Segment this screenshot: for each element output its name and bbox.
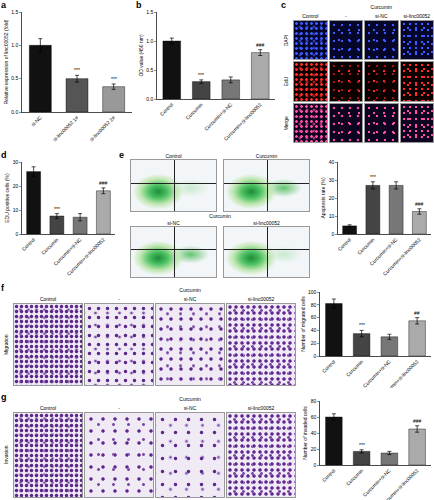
html-text:si-linc00052: si-linc00052 <box>253 219 280 226</box>
html-text:si-NC: si-NC <box>183 296 197 302</box>
svg-text:***: *** <box>111 76 117 82</box>
svg-text:si-linc00052 2#: si-linc00052 2# <box>88 114 116 142</box>
html-text:e: e <box>119 150 124 160</box>
svg-text:###: ### <box>99 180 108 186</box>
svg-text:Control: Control <box>159 101 175 117</box>
svg-text:20: 20 <box>13 183 19 189</box>
svg-text:20: 20 <box>311 446 317 452</box>
svg-text:80: 80 <box>311 302 317 308</box>
svg-text:20: 20 <box>311 340 317 346</box>
html-text:si-linc00052: si-linc00052 <box>403 13 431 19</box>
html-text:DAPI: DAPI <box>283 34 289 46</box>
svg-text:Curcumin+si-linc00052: Curcumin+si-linc00052 <box>66 236 106 276</box>
svg-text:Control: Control <box>321 467 337 483</box>
html-text:si-NC: si-NC <box>167 219 180 226</box>
svg-text:60: 60 <box>311 314 317 320</box>
html-text:Merge: Merge <box>283 115 289 130</box>
html-text:si-NC: si-NC <box>375 13 388 19</box>
html-text:f: f <box>1 283 4 293</box>
svg-text:0.5: 0.5 <box>146 67 153 73</box>
html-text:c: c <box>281 0 286 10</box>
svg-text:80: 80 <box>311 398 317 404</box>
html-text:si-NC: si-NC <box>183 405 197 411</box>
html-text:Invasion: Invasion <box>3 445 9 465</box>
svg-text:0.5: 0.5 <box>11 75 18 81</box>
svg-text:40: 40 <box>329 159 335 165</box>
svg-text:Control: Control <box>20 236 36 252</box>
svg-text:1.0: 1.0 <box>11 42 18 48</box>
svg-text:Curcumin: Curcumin <box>184 101 204 121</box>
html-text:si-linc00052: si-linc00052 <box>247 405 275 411</box>
svg-text:0: 0 <box>16 231 19 237</box>
svg-text:Control: Control <box>321 358 337 374</box>
svg-text:***: *** <box>74 67 80 73</box>
svg-text:Relative expression of linc000: Relative expression of linc00052 (fold) <box>3 19 9 104</box>
html-text:Control: Control <box>165 153 182 159</box>
svg-text:1.5: 1.5 <box>146 9 153 15</box>
svg-text:Curcumin+si-NC: Curcumin+si-NC <box>362 358 393 388</box>
html-text:Curcumin: Curcumin <box>255 153 278 159</box>
svg-text:60: 60 <box>311 414 317 420</box>
html-text:Curcumin: Curcumin <box>370 4 392 10</box>
svg-text:1.5: 1.5 <box>11 9 18 15</box>
svg-text:10: 10 <box>329 213 335 219</box>
svg-text:0.0: 0.0 <box>146 96 153 102</box>
svg-text:0: 0 <box>314 462 317 468</box>
svg-text:0: 0 <box>332 231 335 237</box>
html-text:Curcumin: Curcumin <box>179 396 201 402</box>
svg-text:100: 100 <box>308 289 317 295</box>
html-text:g: g <box>1 392 7 402</box>
html-text:d: d <box>1 150 7 160</box>
svg-text:##: ## <box>414 310 420 316</box>
svg-text:Curcumin+si-NC: Curcumin+si-NC <box>362 467 393 498</box>
svg-text:***: *** <box>198 72 204 78</box>
html-text:si-linc00052: si-linc00052 <box>247 296 275 302</box>
svg-text:Number of invaded cells: Number of invaded cells <box>302 406 308 460</box>
svg-text:Apoptosis rate (%): Apoptosis rate (%) <box>320 177 326 218</box>
svg-text:Curcumin: Curcumin <box>356 236 376 256</box>
svg-text:si-linc00052 1#: si-linc00052 1# <box>51 114 79 142</box>
svg-text:OD value (450 nm): OD value (450 nm) <box>138 34 144 77</box>
svg-text:Curcumin+si-NC: Curcumin+si-NC <box>203 101 234 132</box>
html-text:Curcumin: Curcumin <box>209 212 231 219</box>
svg-text:###: ### <box>256 42 265 48</box>
svg-text:20: 20 <box>329 195 335 201</box>
svg-text:Curcumin+si-linc00052: Curcumin+si-linc00052 <box>379 358 419 388</box>
html-text:EdU: EdU <box>283 76 289 87</box>
svg-text:Curcumin+si-NC: Curcumin+si-NC <box>368 236 399 267</box>
svg-text:30: 30 <box>329 177 335 183</box>
svg-text:***: *** <box>54 206 60 212</box>
svg-text:0.0: 0.0 <box>11 109 18 115</box>
svg-text:EDU positive cells (%): EDU positive cells (%) <box>4 173 10 223</box>
html-text:Control: Control <box>39 296 57 302</box>
svg-text:40: 40 <box>311 327 317 333</box>
svg-text:10: 10 <box>13 207 19 213</box>
html-text:b: b <box>136 0 142 10</box>
svg-text:***: *** <box>359 442 365 448</box>
svg-text:Curcumin+si-NC: Curcumin+si-NC <box>52 236 83 267</box>
html-text:Control: Control <box>39 405 57 411</box>
svg-text:0: 0 <box>314 353 317 359</box>
svg-text:Curcumin+si-linc00052: Curcumin+si-linc00052 <box>222 101 262 141</box>
svg-text:Curcumin+si-linc00052: Curcumin+si-linc00052 <box>379 467 419 500</box>
html-text:Migration: Migration <box>3 334 9 355</box>
svg-text:Curcumin: Curcumin <box>345 358 365 378</box>
html-text:Control: Control <box>302 13 319 19</box>
svg-text:30: 30 <box>13 159 19 165</box>
svg-text:40: 40 <box>311 430 317 436</box>
svg-text:1.0: 1.0 <box>146 38 153 44</box>
svg-text:Number of migrated cells: Number of migrated cells <box>300 296 306 352</box>
html-text:a: a <box>1 0 6 10</box>
svg-text:###: ### <box>413 418 422 424</box>
html-text:Curcumin: Curcumin <box>179 287 201 293</box>
svg-text:***: *** <box>370 174 376 180</box>
svg-text:Control: Control <box>336 236 352 252</box>
svg-text:Curcumin: Curcumin <box>40 236 60 256</box>
svg-text:Curcumin: Curcumin <box>345 467 365 487</box>
svg-text:***: *** <box>359 322 365 328</box>
svg-text:###: ### <box>415 201 424 207</box>
svg-text:si-NC: si-NC <box>30 114 43 127</box>
svg-text:Curcumin+si-linc00052: Curcumin+si-linc00052 <box>382 236 422 276</box>
